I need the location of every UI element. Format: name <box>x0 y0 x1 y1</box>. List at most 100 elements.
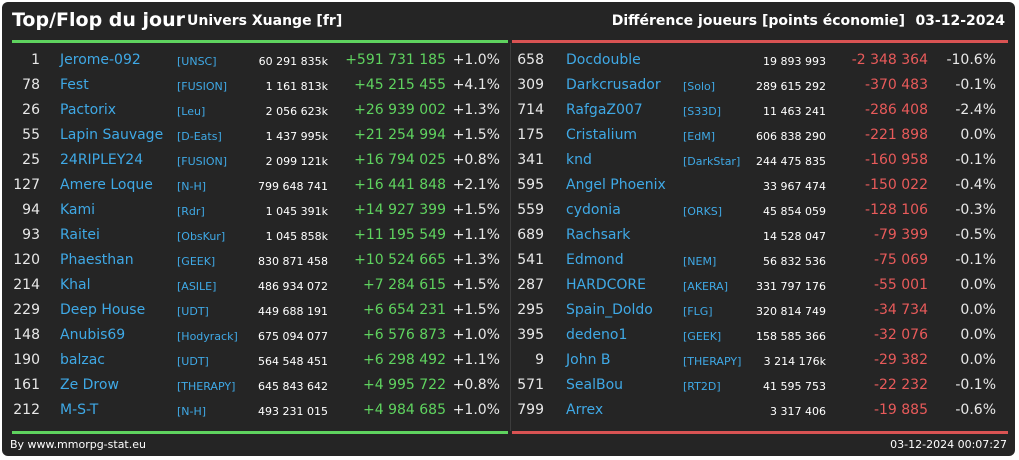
percent-change: 0.0% <box>960 302 996 318</box>
player-row: 212 M-S-T [N-H] 493 231 015 +4 984 685 +1.0% <box>12 397 508 422</box>
player-points: 3 214 176k <box>763 355 826 368</box>
alliance-tag-link[interactable]: [UNSC] <box>177 55 217 68</box>
alliance-tag-link[interactable]: [GEEK] <box>683 330 722 343</box>
player-rank: 658 <box>517 52 544 68</box>
player-name-link[interactable]: Fest <box>60 77 89 93</box>
player-rank: 120 <box>13 252 40 268</box>
points-delta: -34 734 <box>873 302 928 318</box>
points-delta: +6 654 231 <box>363 302 446 318</box>
player-rank: 212 <box>13 402 40 418</box>
alliance-tag-link[interactable]: [FUSION] <box>177 155 228 168</box>
alliance-tag-link[interactable]: [RT2D] <box>683 380 721 393</box>
alliance-tag-link[interactable]: [THERAPY] <box>177 380 236 393</box>
player-rank: 190 <box>13 352 40 368</box>
alliance-tag-link[interactable]: [N-H] <box>177 405 207 418</box>
points-delta: -128 106 <box>865 202 928 218</box>
player-name-link[interactable]: Ze Drow <box>60 377 119 393</box>
alliance-tag-link[interactable]: [UDT] <box>177 355 209 368</box>
player-name-link[interactable]: Deep House <box>60 302 146 318</box>
player-name-link[interactable]: Phaesthan <box>60 252 134 268</box>
player-row: 25 24RIPLEY24 [FUSION] 2 099 121k +16 794 02… <box>12 147 508 172</box>
player-name-link[interactable]: Darkcrusador <box>566 77 661 93</box>
page-title: Top/Flop du jour <box>12 9 185 31</box>
player-name-link[interactable]: balzac <box>60 352 105 368</box>
bottom-divider-green <box>12 431 508 434</box>
alliance-tag-link[interactable]: [N-H] <box>177 180 207 193</box>
percent-change: -0.1% <box>955 252 996 268</box>
points-delta: -286 408 <box>865 102 928 118</box>
player-name-link[interactable]: Spain_Doldo <box>566 302 653 318</box>
percent-change: +1.0% <box>452 52 500 68</box>
alliance-tag-link[interactable]: [FUSION] <box>177 80 228 93</box>
player-rank: 799 <box>517 402 544 418</box>
alliance-tag-link[interactable]: [S33D] <box>683 105 722 118</box>
player-name-link[interactable]: Anubis69 <box>60 327 126 343</box>
player-name-link[interactable]: knd <box>566 152 592 168</box>
alliance-tag-link[interactable]: [NEM] <box>683 255 717 268</box>
player-points: 320 814 749 <box>756 305 826 318</box>
points-delta: +591 731 185 <box>345 52 446 68</box>
player-name-link[interactable]: John B <box>566 352 611 368</box>
player-name-link[interactable]: Amere Loque <box>60 177 153 193</box>
player-name-link[interactable]: RafgaZ007 <box>566 102 643 118</box>
player-name-link[interactable]: Arrex <box>566 402 604 418</box>
alliance-tag-link[interactable]: [FLG] <box>683 305 713 318</box>
points-delta: +45 215 455 <box>354 77 446 93</box>
player-name-link[interactable]: Khal <box>60 277 91 293</box>
alliance-tag-link[interactable]: [EdM] <box>683 130 716 143</box>
alliance-tag-link[interactable]: [THERAPY] <box>683 355 742 368</box>
alliance-tag-link[interactable]: [ObsKur] <box>177 230 226 243</box>
points-delta: -22 232 <box>873 377 928 393</box>
percent-change: +1.0% <box>452 327 500 343</box>
player-name-link[interactable]: cydonia <box>566 202 621 218</box>
alliance-tag-link[interactable]: [D-Eats] <box>177 130 222 143</box>
player-rank: 94 <box>22 202 40 218</box>
points-delta: -29 382 <box>873 352 928 368</box>
bottom-divider-red <box>512 431 1008 434</box>
alliance-tag-link[interactable]: [UDT] <box>177 305 209 318</box>
points-delta: -2 348 364 <box>851 52 928 68</box>
alliance-tag-link[interactable]: [Rdr] <box>177 205 205 218</box>
player-name-link[interactable]: Rachsark <box>566 227 631 243</box>
player-name-link[interactable]: 24RIPLEY24 <box>60 152 144 168</box>
player-name-link[interactable]: Cristalium <box>566 127 638 143</box>
player-name-link[interactable]: Raitei <box>60 227 100 243</box>
player-name-link[interactable]: SealBou <box>566 377 624 393</box>
alliance-tag-link[interactable]: [AKERA] <box>683 280 728 293</box>
player-rank: 714 <box>517 102 544 118</box>
player-name-link[interactable]: M-S-T <box>60 402 99 418</box>
alliance-tag-link[interactable]: [ASILE] <box>177 280 217 293</box>
alliance-tag-link[interactable]: [Solo] <box>683 80 716 93</box>
player-row: 799 Arrex 3 317 406 -19 885 -0.6% <box>512 397 1008 422</box>
player-points: 675 094 077 <box>258 330 328 343</box>
percent-change: +4.1% <box>452 77 500 93</box>
player-name-link[interactable]: Lapin Sauvage <box>60 127 164 143</box>
player-row: 658 Docdouble 19 893 993 -2 348 364 -10.6% <box>512 47 1008 72</box>
player-name-link[interactable]: HARDCORE <box>566 277 646 293</box>
player-rank: 26 <box>22 102 40 118</box>
points-delta: +10 524 665 <box>354 252 446 268</box>
player-rank: 127 <box>13 177 40 193</box>
player-name-link[interactable]: Kami <box>60 202 96 218</box>
alliance-tag-link[interactable]: [ORKS] <box>683 205 723 218</box>
player-name-link[interactable]: Pactorix <box>60 102 117 118</box>
percent-change: 0.0% <box>960 127 996 143</box>
top-divider-red <box>512 40 1008 43</box>
alliance-tag-link[interactable]: [Leu] <box>177 105 206 118</box>
player-name-link[interactable]: Edmond <box>566 252 624 268</box>
percent-change: +1.5% <box>452 127 500 143</box>
alliance-tag-link[interactable]: [GEEK] <box>177 255 216 268</box>
player-name-link[interactable]: Docdouble <box>566 52 641 68</box>
player-name-link[interactable]: Angel Phoenix <box>566 177 666 193</box>
player-name-link[interactable]: dedeno1 <box>566 327 628 343</box>
percent-change: 0.0% <box>960 327 996 343</box>
player-points: 1 045 391k <box>265 205 328 218</box>
player-points: 830 871 458 <box>258 255 328 268</box>
player-row: 689 Rachsark 14 528 047 -79 399 -0.5% <box>512 222 1008 247</box>
alliance-tag-link[interactable]: [DarkStar] <box>683 155 741 168</box>
player-row: 595 Angel Phoenix 33 967 474 -150 022 -0.4% <box>512 172 1008 197</box>
player-rank: 689 <box>517 227 544 243</box>
alliance-tag-link[interactable]: [Hodyrack] <box>177 330 238 343</box>
percent-change: -10.6% <box>946 52 996 68</box>
player-name-link[interactable]: Jerome-092 <box>60 52 141 68</box>
